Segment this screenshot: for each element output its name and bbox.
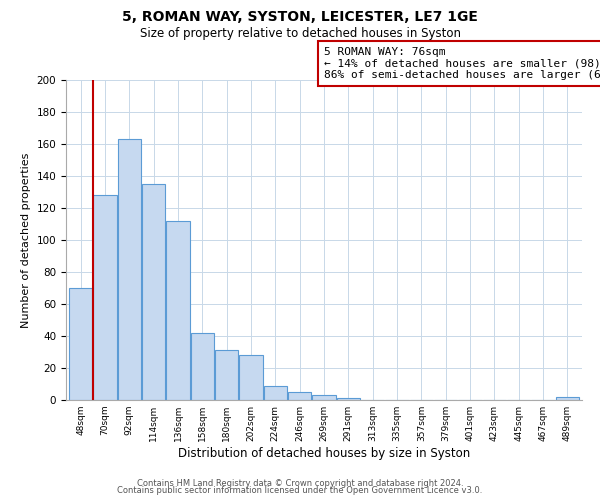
Bar — [94, 195, 116, 400]
Text: 5, ROMAN WAY, SYSTON, LEICESTER, LE7 1GE: 5, ROMAN WAY, SYSTON, LEICESTER, LE7 1GE — [122, 10, 478, 24]
Bar — [239, 355, 263, 400]
Text: Contains HM Land Registry data © Crown copyright and database right 2024.: Contains HM Land Registry data © Crown c… — [137, 478, 463, 488]
Bar — [288, 392, 311, 400]
Bar — [142, 184, 165, 400]
Bar — [69, 288, 92, 400]
X-axis label: Distribution of detached houses by size in Syston: Distribution of detached houses by size … — [178, 447, 470, 460]
Bar — [264, 386, 287, 400]
Text: 5 ROMAN WAY: 76sqm
← 14% of detached houses are smaller (98)
86% of semi-detache: 5 ROMAN WAY: 76sqm ← 14% of detached hou… — [324, 47, 600, 80]
Bar — [313, 395, 335, 400]
Bar — [215, 350, 238, 400]
Bar — [191, 333, 214, 400]
Text: Size of property relative to detached houses in Syston: Size of property relative to detached ho… — [139, 28, 461, 40]
Bar — [166, 221, 190, 400]
Bar — [118, 139, 141, 400]
Y-axis label: Number of detached properties: Number of detached properties — [21, 152, 31, 328]
Bar — [337, 398, 360, 400]
Text: Contains public sector information licensed under the Open Government Licence v3: Contains public sector information licen… — [118, 486, 482, 495]
Bar — [556, 397, 579, 400]
